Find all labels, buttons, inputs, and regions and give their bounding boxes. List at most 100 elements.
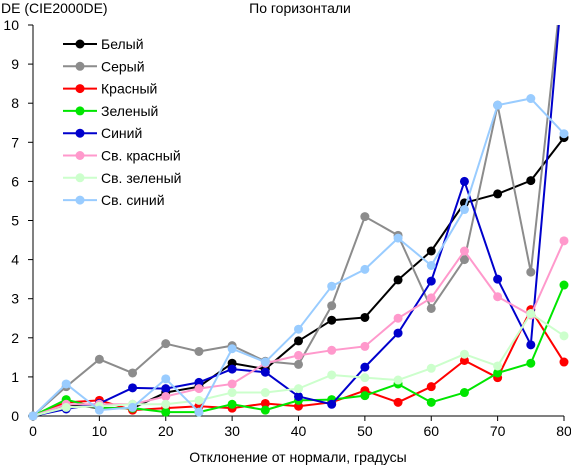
- legend-swatch-marker: [75, 61, 85, 71]
- y-tick-label: 3: [11, 291, 19, 307]
- series-4-point: [459, 388, 469, 398]
- series-2-point: [294, 359, 303, 369]
- series-5-point: [526, 340, 536, 350]
- series-2-point: [327, 301, 337, 311]
- series-2-point: [360, 212, 370, 222]
- series-2-point: [526, 267, 536, 277]
- series-5-point: [426, 276, 436, 286]
- legend-item: Белый: [63, 36, 144, 52]
- series-5-point: [393, 328, 403, 338]
- series-6-point: [559, 236, 569, 246]
- legend-label: Серый: [101, 58, 145, 74]
- series-3-point: [426, 382, 436, 392]
- series-8-point: [360, 264, 370, 274]
- series-1-point: [294, 336, 303, 346]
- y-tick-label: 4: [11, 252, 19, 268]
- series-2-point: [128, 368, 138, 378]
- series-5-point: [260, 367, 270, 377]
- series-6-point: [393, 313, 403, 323]
- y-tick-label: 2: [11, 330, 19, 346]
- series-5-point: [327, 399, 337, 409]
- y-tick-label: 8: [11, 95, 19, 111]
- series-5-point: [194, 377, 204, 387]
- series-8-point: [227, 344, 237, 354]
- series-4-point: [227, 399, 237, 409]
- series-5-point: [493, 274, 503, 284]
- series-6-point: [493, 292, 503, 302]
- series-1-point: [526, 176, 536, 186]
- y-tick-label: 7: [11, 134, 19, 150]
- series-8-point: [61, 379, 71, 389]
- y-axis-label: DE (CIE2000DE): [1, 0, 108, 16]
- series-8-point: [327, 281, 337, 291]
- x-tick-label: 10: [92, 423, 108, 439]
- legend-swatch-marker: [75, 195, 85, 205]
- series-3-point: [393, 397, 403, 407]
- series-5-point: [161, 384, 171, 394]
- series-6-point: [459, 246, 469, 256]
- series-4-point: [426, 397, 436, 407]
- y-tick-label: 1: [11, 369, 19, 385]
- series-7-point: [194, 395, 204, 405]
- series-4-point: [493, 368, 503, 378]
- series-7-point: [294, 384, 303, 394]
- series-7-point: [459, 349, 469, 359]
- series-8-point: [161, 374, 171, 384]
- series-8-point: [393, 233, 403, 243]
- series-4-point: [161, 407, 171, 417]
- plot-area: 0 1 2 3 4 5 6 7 8 9 10 0 10 20 30 40 50 60 70 80: [3, 17, 571, 439]
- y-tick-label: 0: [11, 408, 19, 424]
- series-layer: [28, 25, 569, 421]
- legend-label: Зеленый: [101, 103, 158, 119]
- series-8-point: [194, 407, 204, 417]
- legend-label: Белый: [101, 36, 144, 52]
- legend-label: Св. синий: [101, 192, 165, 208]
- series-8-point: [260, 357, 270, 367]
- chart-title: По горизонтали: [249, 0, 351, 16]
- series-7-point: [61, 402, 71, 412]
- series-8: [28, 94, 569, 421]
- legend-item: Серый: [63, 58, 145, 74]
- x-axis-label: Отклонение от нормали, градусы: [189, 449, 406, 465]
- series-6-point: [194, 384, 204, 394]
- legend-item: Св. синий: [63, 192, 165, 208]
- legend-label: Св. красный: [101, 148, 181, 164]
- series-2-point: [459, 255, 469, 265]
- series-8-point: [294, 324, 303, 334]
- legend-swatch-marker: [75, 151, 85, 160]
- series-8-point: [526, 94, 536, 104]
- legend-item: Св. зеленый: [63, 170, 181, 186]
- series-7-point: [360, 373, 370, 383]
- legend-swatch-marker: [75, 39, 85, 49]
- series-3-point: [459, 355, 469, 365]
- series-6-point: [227, 379, 237, 389]
- series-3-point: [260, 398, 270, 408]
- legend-item: Синий: [63, 125, 142, 141]
- series-7-point: [227, 388, 237, 398]
- legend-item: Св. красный: [63, 148, 181, 164]
- y-tick-label: 6: [11, 173, 19, 189]
- series-4-point: [559, 280, 569, 290]
- legend-item: Красный: [63, 81, 157, 97]
- legend-swatch-marker: [75, 173, 85, 183]
- y-tick-label: 9: [11, 56, 19, 72]
- series-7-point: [559, 331, 569, 341]
- x-tick-label: 30: [224, 423, 240, 439]
- legend-item: Зеленый: [63, 103, 158, 119]
- series-8-point: [559, 129, 569, 139]
- legend-label: Св. зеленый: [101, 170, 181, 186]
- series-2-point: [161, 339, 171, 349]
- series-2-point: [426, 303, 436, 313]
- series-2-point: [94, 354, 104, 364]
- x-tick-label: 80: [556, 423, 571, 439]
- x-tick-label: 20: [158, 423, 174, 439]
- series-5-point: [459, 176, 469, 186]
- legend-swatch-marker: [75, 84, 85, 94]
- series-6-point: [426, 293, 436, 303]
- series-7-point: [260, 388, 270, 398]
- legend-swatch-marker: [75, 106, 85, 116]
- legend: Белый Серый Красный Зеленый Синий Св. красный…: [63, 36, 181, 208]
- series-6-point: [161, 391, 171, 401]
- series-1-point: [393, 275, 403, 285]
